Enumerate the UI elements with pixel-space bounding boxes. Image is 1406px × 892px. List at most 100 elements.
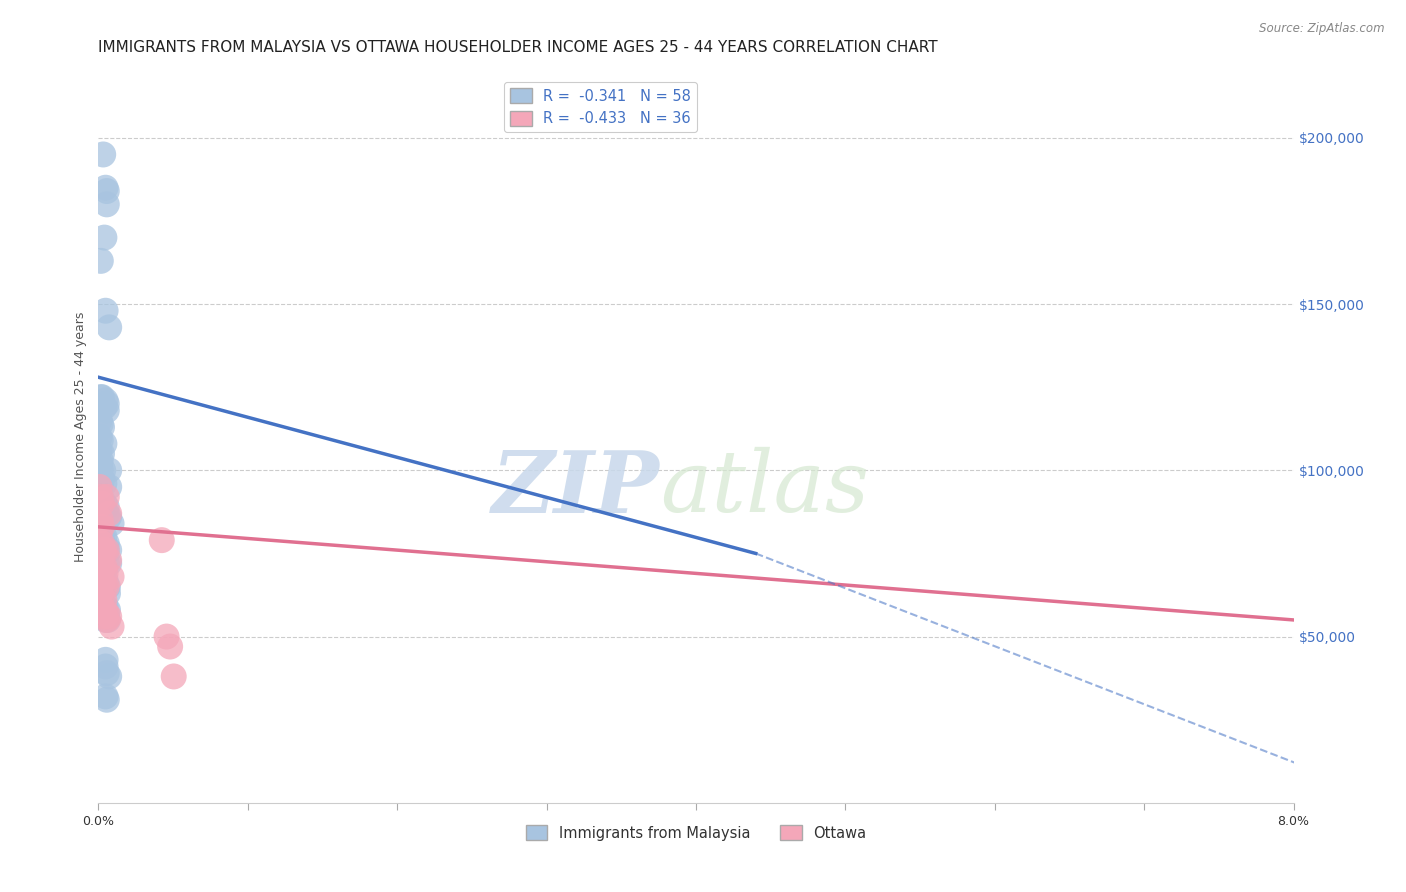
Point bbox=[90, 453, 112, 467]
Point bbox=[90, 490, 112, 504]
Point bbox=[94, 566, 117, 581]
Point bbox=[97, 580, 120, 594]
Point bbox=[91, 520, 114, 534]
Point bbox=[90, 553, 112, 567]
Legend: Immigrants from Malaysia, Ottawa: Immigrants from Malaysia, Ottawa bbox=[520, 820, 872, 847]
Point bbox=[91, 530, 114, 544]
Point bbox=[91, 147, 114, 161]
Point bbox=[96, 197, 118, 211]
Point bbox=[91, 563, 114, 577]
Point bbox=[93, 609, 115, 624]
Point bbox=[94, 613, 117, 627]
Point bbox=[94, 653, 117, 667]
Point bbox=[94, 573, 117, 587]
Point bbox=[93, 497, 115, 511]
Point bbox=[91, 420, 114, 434]
Point bbox=[90, 434, 112, 448]
Point bbox=[93, 476, 115, 491]
Point bbox=[93, 400, 115, 414]
Point bbox=[93, 559, 115, 574]
Point bbox=[159, 640, 181, 654]
Point bbox=[150, 533, 173, 548]
Point bbox=[94, 659, 117, 673]
Point bbox=[96, 500, 118, 514]
Point bbox=[96, 543, 118, 558]
Point bbox=[91, 576, 114, 591]
Point bbox=[96, 403, 118, 417]
Point bbox=[93, 230, 115, 244]
Point bbox=[100, 516, 122, 531]
Point bbox=[91, 447, 114, 461]
Point bbox=[91, 590, 114, 604]
Point bbox=[91, 493, 114, 508]
Point bbox=[98, 669, 121, 683]
Point bbox=[91, 473, 114, 487]
Point bbox=[93, 563, 115, 577]
Point bbox=[93, 580, 115, 594]
Point bbox=[96, 507, 118, 521]
Point bbox=[90, 586, 112, 600]
Text: ZIP: ZIP bbox=[492, 447, 661, 530]
Point bbox=[94, 393, 117, 408]
Point bbox=[89, 430, 111, 444]
Point bbox=[91, 603, 114, 617]
Point bbox=[89, 480, 111, 494]
Point bbox=[93, 593, 115, 607]
Point bbox=[89, 483, 111, 498]
Point bbox=[96, 613, 118, 627]
Point bbox=[97, 586, 120, 600]
Y-axis label: Householder Income Ages 25 - 44 years: Householder Income Ages 25 - 44 years bbox=[75, 312, 87, 562]
Point bbox=[98, 480, 121, 494]
Point bbox=[89, 457, 111, 471]
Point bbox=[96, 692, 118, 706]
Point bbox=[96, 580, 118, 594]
Point bbox=[163, 669, 186, 683]
Point bbox=[97, 613, 120, 627]
Point bbox=[89, 413, 111, 427]
Point bbox=[93, 530, 115, 544]
Point bbox=[90, 390, 112, 404]
Point bbox=[96, 543, 118, 558]
Point bbox=[94, 303, 117, 318]
Point bbox=[94, 180, 117, 194]
Point bbox=[96, 490, 118, 504]
Point bbox=[90, 417, 112, 431]
Text: Source: ZipAtlas.com: Source: ZipAtlas.com bbox=[1260, 22, 1385, 36]
Point bbox=[89, 526, 111, 541]
Point bbox=[91, 390, 114, 404]
Point bbox=[98, 557, 121, 571]
Point bbox=[91, 543, 114, 558]
Point bbox=[96, 607, 118, 621]
Point bbox=[91, 536, 114, 550]
Point bbox=[155, 630, 177, 644]
Point bbox=[93, 436, 115, 450]
Point bbox=[89, 443, 111, 458]
Point bbox=[100, 619, 122, 633]
Point bbox=[98, 553, 121, 567]
Point bbox=[91, 557, 114, 571]
Point bbox=[94, 599, 117, 614]
Point bbox=[98, 507, 121, 521]
Point bbox=[91, 497, 114, 511]
Point bbox=[93, 603, 115, 617]
Point bbox=[90, 513, 112, 527]
Point bbox=[96, 397, 118, 411]
Point bbox=[98, 509, 121, 524]
Point bbox=[94, 690, 117, 704]
Text: atlas: atlas bbox=[661, 447, 869, 530]
Point bbox=[96, 666, 118, 681]
Point bbox=[90, 253, 112, 268]
Point bbox=[97, 603, 120, 617]
Point bbox=[100, 570, 122, 584]
Text: IMMIGRANTS FROM MALAYSIA VS OTTAWA HOUSEHOLDER INCOME AGES 25 - 44 YEARS CORRELA: IMMIGRANTS FROM MALAYSIA VS OTTAWA HOUSE… bbox=[98, 40, 938, 55]
Point bbox=[98, 320, 121, 334]
Point bbox=[90, 520, 112, 534]
Point bbox=[93, 543, 115, 558]
Point bbox=[96, 557, 118, 571]
Point bbox=[98, 609, 121, 624]
Point bbox=[96, 536, 118, 550]
Point bbox=[98, 543, 121, 558]
Point bbox=[98, 463, 121, 477]
Point bbox=[96, 184, 118, 198]
Point bbox=[91, 463, 114, 477]
